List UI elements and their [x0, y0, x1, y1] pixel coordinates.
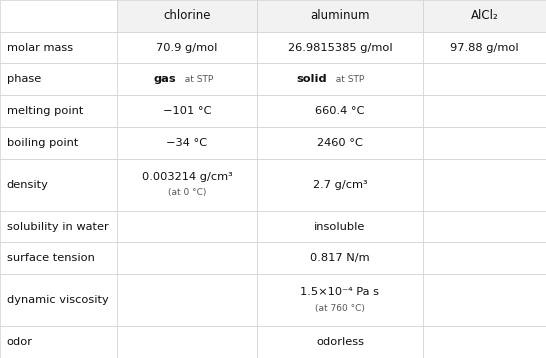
Bar [0, 95, 117, 127]
Bar [423, 95, 546, 127]
Text: solid: solid [296, 74, 327, 84]
Text: melting point: melting point [7, 106, 83, 116]
Bar [257, 32, 423, 63]
Bar [117, 32, 257, 63]
Bar [0, 242, 117, 274]
Bar [117, 326, 257, 358]
Text: 97.88 g/mol: 97.88 g/mol [450, 43, 519, 53]
Bar [423, 32, 546, 63]
Bar [423, 127, 546, 159]
Bar [423, 242, 546, 274]
Bar [0, 0, 117, 32]
Bar [423, 0, 546, 32]
Bar [117, 211, 257, 242]
Text: dynamic viscosity: dynamic viscosity [7, 295, 108, 305]
Text: 26.9815385 g/mol: 26.9815385 g/mol [288, 43, 392, 53]
Text: solubility in water: solubility in water [7, 222, 108, 232]
Bar [117, 127, 257, 159]
Text: 70.9 g/mol: 70.9 g/mol [156, 43, 218, 53]
Text: 660.4 °C: 660.4 °C [315, 106, 365, 116]
Text: insoluble: insoluble [314, 222, 366, 232]
Bar [0, 127, 117, 159]
Bar [257, 211, 423, 242]
Bar [117, 63, 257, 95]
Text: 0.003214 g/cm³: 0.003214 g/cm³ [141, 172, 233, 182]
Bar [0, 32, 117, 63]
Bar [257, 242, 423, 274]
Bar [257, 159, 423, 211]
Text: 0.817 N/m: 0.817 N/m [310, 253, 370, 263]
Text: odorless: odorless [316, 337, 364, 347]
Text: (at 0 °C): (at 0 °C) [168, 188, 206, 197]
Bar [117, 274, 257, 326]
Bar [257, 274, 423, 326]
Bar [0, 63, 117, 95]
Bar [117, 242, 257, 274]
Bar [423, 159, 546, 211]
Bar [423, 274, 546, 326]
Text: gas: gas [153, 74, 176, 84]
Text: 2.7 g/cm³: 2.7 g/cm³ [312, 180, 367, 190]
Bar [423, 63, 546, 95]
Bar [257, 326, 423, 358]
Bar [423, 211, 546, 242]
Text: at STP: at STP [330, 75, 364, 84]
Text: at STP: at STP [179, 75, 213, 84]
Bar [0, 159, 117, 211]
Text: odor: odor [7, 337, 33, 347]
Bar [0, 274, 117, 326]
Bar [257, 0, 423, 32]
Text: molar mass: molar mass [7, 43, 73, 53]
Text: 1.5×10⁻⁴ Pa s: 1.5×10⁻⁴ Pa s [300, 287, 379, 297]
Text: phase: phase [7, 74, 41, 84]
Text: aluminum: aluminum [310, 9, 370, 22]
Text: boiling point: boiling point [7, 138, 78, 148]
Text: 2460 °C: 2460 °C [317, 138, 363, 148]
Bar [257, 95, 423, 127]
Bar [117, 0, 257, 32]
Bar [0, 326, 117, 358]
Text: chlorine: chlorine [163, 9, 211, 22]
Text: −34 °C: −34 °C [167, 138, 207, 148]
Bar [257, 63, 423, 95]
Text: density: density [7, 180, 49, 190]
Bar [423, 326, 546, 358]
Text: −101 °C: −101 °C [163, 106, 211, 116]
Bar [117, 95, 257, 127]
Text: (at 760 °C): (at 760 °C) [315, 304, 365, 313]
Bar [117, 159, 257, 211]
Text: surface tension: surface tension [7, 253, 94, 263]
Bar [0, 211, 117, 242]
Text: AlCl₂: AlCl₂ [471, 9, 498, 22]
Bar [257, 127, 423, 159]
